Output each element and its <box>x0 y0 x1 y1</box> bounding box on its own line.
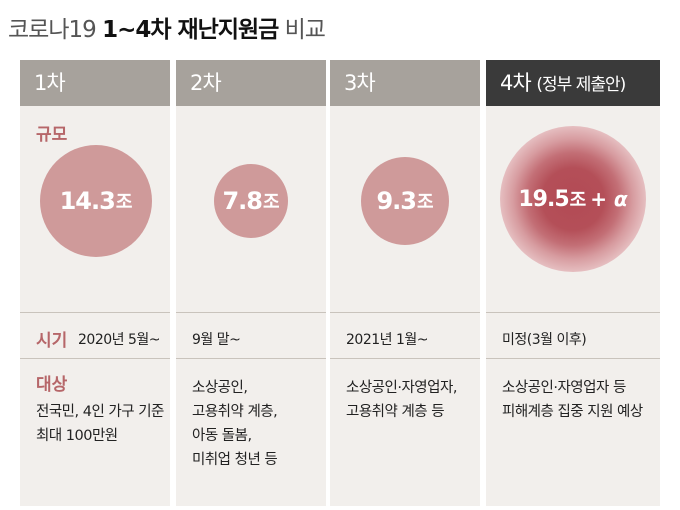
round-3-column: 3차 9.3 조 2021년 1월~ 소상공인·자영업자, 고용취약 계층 등 <box>330 60 480 506</box>
page-title: 코로나19 1~4차 재난지원금 비교 <box>8 10 326 44</box>
divider <box>486 358 660 359</box>
round-3-target: 소상공인·자영업자, 고용취약 계층 등 <box>346 376 457 424</box>
divider <box>176 312 326 313</box>
round-4-target-line: 소상공인·자영업자 등 <box>502 380 626 396</box>
round-1-target-line: 최대 100만원 <box>36 428 118 444</box>
round-1-title: 1차 <box>34 71 66 95</box>
round-4-subtitle: (정부 제출안) <box>536 75 626 95</box>
round-1-target-line: 전국민, 4인 가구 기준 <box>36 404 164 420</box>
scale-label: 규모 <box>36 125 68 145</box>
round-2-when: 9월 말~ <box>192 332 241 348</box>
round-4-target: 소상공인·자영업자 등 피해계층 집중 지원 예상 <box>502 376 643 424</box>
round-2-unit: 조 <box>262 192 280 213</box>
round-2-column: 2차 7.8 조 9월 말~ 소상공인, 고용취약 계층, 아동 돌봄, 미취업 … <box>176 60 326 506</box>
round-3-amount: 9.3 <box>376 187 417 215</box>
round-3-when: 2021년 1월~ <box>346 332 428 348</box>
round-4-header: 4차 (정부 제출안) <box>486 60 660 106</box>
round-4-title: 4차 <box>500 71 532 95</box>
divider <box>20 312 170 313</box>
round-1-amount-circle: 14.3 조 <box>40 145 152 257</box>
round-2-target: 소상공인, 고용취약 계층, 아동 돌봄, 미취업 청년 등 <box>192 376 278 472</box>
round-2-target-line: 아동 돌봄, <box>192 428 252 444</box>
round-2-target-line: 소상공인, <box>192 380 248 396</box>
round-3-title: 3차 <box>344 71 376 95</box>
round-4-amount: 19.5 <box>518 186 569 212</box>
title-prefix: 코로나19 <box>8 17 97 43</box>
round-1-header: 1차 <box>20 60 170 106</box>
round-2-header: 2차 <box>176 60 326 106</box>
round-4-when: 미정(3월 이후) <box>502 332 587 348</box>
round-3-header: 3차 <box>330 60 480 106</box>
divider <box>330 358 480 359</box>
round-2-target-line: 미취업 청년 등 <box>192 452 278 468</box>
round-1-when: 2020년 5월~ <box>78 332 160 348</box>
when-label: 시기 <box>36 331 68 351</box>
round-2-amount-circle: 7.8 조 <box>214 164 288 238</box>
round-3-target-line: 소상공인·자영업자, <box>346 380 457 396</box>
divider <box>20 358 170 359</box>
round-4-target-line: 피해계층 집중 지원 예상 <box>502 404 643 420</box>
round-1-target: 전국민, 4인 가구 기준 최대 100만원 <box>36 400 164 448</box>
round-4-alpha: + α <box>590 187 628 211</box>
round-4-amount-circle: 19.5 조 + α <box>500 126 646 272</box>
target-label: 대상 <box>36 375 68 395</box>
round-2-amount: 7.8 <box>222 187 263 215</box>
divider <box>176 358 326 359</box>
divider <box>330 312 480 313</box>
round-1-column: 1차 규모 14.3 조 시기 2020년 5월~ 대상 전국민, 4인 가구 기… <box>20 60 170 506</box>
divider <box>486 312 660 313</box>
round-1-unit: 조 <box>115 192 133 213</box>
title-suffix: 비교 <box>284 17 326 43</box>
round-2-title: 2차 <box>190 71 222 95</box>
round-2-target-line: 고용취약 계층, <box>192 404 278 420</box>
round-4-column: 4차 (정부 제출안) 19.5 조 + α 미정(3월 이후) 소상공인·자영업자… <box>486 60 660 506</box>
round-1-amount: 14.3 <box>59 187 116 215</box>
round-3-amount-circle: 9.3 조 <box>361 157 449 245</box>
round-4-unit: 조 <box>569 190 587 211</box>
round-3-target-line: 고용취약 계층 등 <box>346 404 445 420</box>
title-main: 1~4차 재난지원금 <box>102 17 279 43</box>
round-3-unit: 조 <box>416 192 434 213</box>
